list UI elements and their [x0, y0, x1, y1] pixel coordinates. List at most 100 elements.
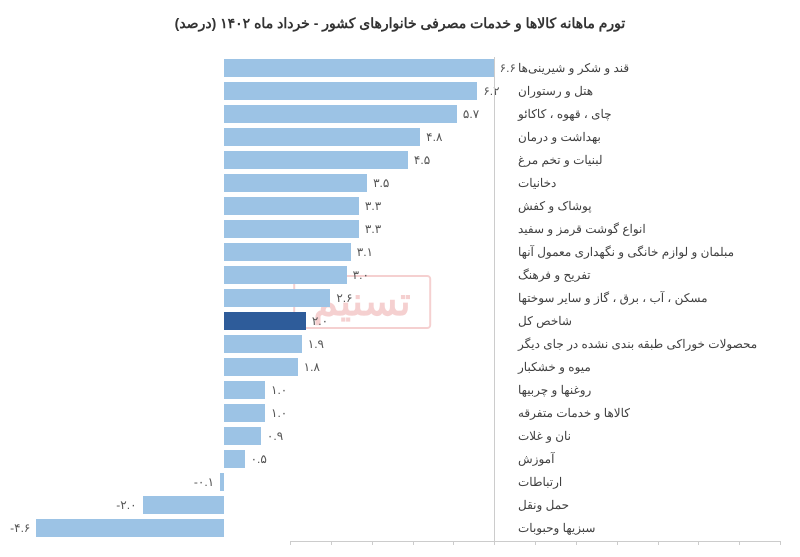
bar-fill: [224, 220, 359, 238]
bar-value: ۱.۰: [271, 383, 287, 397]
bar-fill: [224, 266, 347, 284]
bar-value: ۴.۵: [414, 153, 430, 167]
bar-label: محصولات خوراکی طبقه بندی نشده در جای دیگ…: [510, 337, 780, 351]
bar-fill: [143, 496, 225, 514]
bar-value: ۱.۸: [304, 360, 320, 374]
bar-row: روغنها و چربیها ۱.۰: [20, 379, 780, 401]
bar-track: ۵.۷: [20, 105, 510, 123]
tick-mark: [535, 541, 536, 545]
bar-track: ۶.۶: [20, 59, 510, 77]
bar-fill: [224, 427, 261, 445]
bottom-axis: [290, 541, 780, 542]
bar-row: کالاها و خدمات متفرقه ۱.۰: [20, 402, 780, 424]
bar-track: ۳.۱: [20, 243, 510, 261]
bar-track: ۶.۲: [20, 82, 510, 100]
chart-container: تورم ماهانه کالاها و خدمات مصرفی خانواره…: [0, 0, 800, 557]
bar-label: تفریح و فرهنگ: [510, 268, 780, 282]
bar-fill: [224, 128, 420, 146]
bar-value: ۶.۶: [500, 61, 516, 75]
bar-row: هتل و رستوران ۶.۲: [20, 80, 780, 102]
tick-mark: [290, 541, 291, 545]
bar-fill: [224, 450, 244, 468]
bar-track: ۴.۵: [20, 151, 510, 169]
bar-label: آموزش: [510, 452, 780, 466]
bar-track: ۳.۰: [20, 266, 510, 284]
bar-row: دخانیات۳.۵: [20, 172, 780, 194]
bar-fill: [224, 335, 302, 353]
bar-value: ۰.۵: [251, 452, 267, 466]
bar-fill: [224, 59, 494, 77]
bar-row: لبنیات و تخم مرغ ۴.۵: [20, 149, 780, 171]
bar-track: ۱.۰: [20, 381, 510, 399]
bar-row: ارتباطات ۰.۱-: [20, 471, 780, 493]
bar-value: ۰.۹: [267, 429, 283, 443]
bar-value: ۳.۳: [365, 222, 381, 236]
bar-label: مبلمان و لوازم خانگی و نگهداری معمول آنه…: [510, 245, 780, 259]
bar-label: دخانیات: [510, 176, 780, 190]
tick-mark: [576, 541, 577, 545]
tick-mark: [658, 541, 659, 545]
bar-fill: [36, 519, 224, 537]
bar-track: ۲.۰: [20, 312, 510, 330]
bar-track: ۰.۱-: [20, 473, 510, 491]
bar-fill: [224, 358, 298, 376]
bar-track: ۳.۳: [20, 197, 510, 215]
tick-mark: [494, 541, 495, 545]
bar-row: حمل ونقل ۲.۰-: [20, 494, 780, 516]
bar-label: هتل و رستوران: [510, 84, 780, 98]
bar-row: پوشاک و کفش ۳.۳: [20, 195, 780, 217]
bar-row: میوه و خشکبار۱.۸: [20, 356, 780, 378]
bar-fill: [224, 312, 306, 330]
bar-track: ۱.۹: [20, 335, 510, 353]
bar-value: ۴.۶-: [10, 521, 30, 535]
bar-value: ۳.۳: [365, 199, 381, 213]
bar-fill: [224, 404, 265, 422]
bar-fill: [224, 82, 477, 100]
bar-fill: [224, 105, 457, 123]
bar-value: ۵.۷: [463, 107, 479, 121]
bar-value: ۲.۶: [336, 291, 352, 305]
bar-row: مسکن ، آب ، برق ، گاز و سایر سوختها ۲.۶: [20, 287, 780, 309]
bar-row: انواع گوشت قرمز و سفید ۳.۳: [20, 218, 780, 240]
bar-value: ۲.۰-: [116, 498, 136, 512]
bar-value: ۴.۸: [426, 130, 442, 144]
bars-wrapper: قند و شکر و شیرینی‌ها۶.۶هتل و رستوران۶.۲…: [20, 57, 780, 539]
bar-label: نان و غلات: [510, 429, 780, 443]
bar-fill: [220, 473, 224, 491]
bar-fill: [224, 289, 330, 307]
bar-row: سبزیها وحبوبات۴.۶-: [20, 517, 780, 539]
bar-track: ۴.۶-: [20, 519, 510, 537]
bar-label: کالاها و خدمات متفرقه: [510, 406, 780, 420]
bar-label: روغنها و چربیها: [510, 383, 780, 397]
tick-mark: [413, 541, 414, 545]
bar-label: مسکن ، آب ، برق ، گاز و سایر سوختها: [510, 291, 780, 305]
bar-track: ۱.۸: [20, 358, 510, 376]
bar-row: محصولات خوراکی طبقه بندی نشده در جای دیگ…: [20, 333, 780, 355]
bar-row: بهداشت و درمان ۴.۸: [20, 126, 780, 148]
bar-value: ۰.۱-: [194, 475, 214, 489]
bar-track: ۰.۹: [20, 427, 510, 445]
bar-label: ارتباطات: [510, 475, 780, 489]
bar-label: لبنیات و تخم مرغ: [510, 153, 780, 167]
tick-mark: [331, 541, 332, 545]
bar-value: ۶.۲: [483, 84, 499, 98]
bar-value: ۳.۰: [353, 268, 369, 282]
tick-mark: [617, 541, 618, 545]
bar-fill: [224, 381, 265, 399]
bar-value: ۱.۰: [271, 406, 287, 420]
bar-row: تفریح و فرهنگ ۳.۰: [20, 264, 780, 286]
bar-track: ۱.۰: [20, 404, 510, 422]
bar-label: انواع گوشت قرمز و سفید: [510, 222, 780, 236]
bar-label: پوشاک و کفش: [510, 199, 780, 213]
bar-value: ۱.۹: [308, 337, 324, 351]
bar-value: ۲.۰: [312, 314, 328, 328]
bar-track: ۲.۶: [20, 289, 510, 307]
bar-label: بهداشت و درمان: [510, 130, 780, 144]
bar-fill: [224, 243, 351, 261]
bar-track: ۴.۸: [20, 128, 510, 146]
chart-area: تسنیم قند و شکر و شیرینی‌ها۶.۶هتل و رستو…: [20, 57, 780, 547]
bar-label: حمل ونقل: [510, 498, 780, 512]
bar-track: ۰.۵: [20, 450, 510, 468]
bar-row: آموزش ۰.۵: [20, 448, 780, 470]
tick-mark: [372, 541, 373, 545]
